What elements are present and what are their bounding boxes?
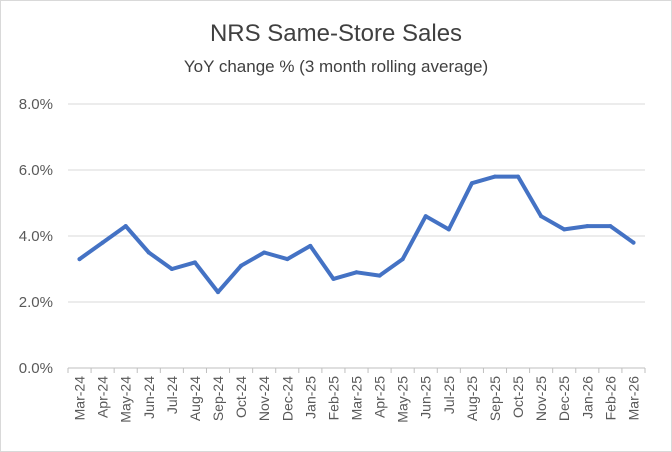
data-point <box>608 224 613 229</box>
y-tick-label: 0.0% <box>19 360 53 377</box>
x-tick-label: Mar-26 <box>625 376 641 421</box>
x-tick-label: Mar-25 <box>349 376 365 421</box>
y-tick-label: 8.0% <box>19 96 53 113</box>
y-tick-label: 6.0% <box>19 162 53 179</box>
data-point <box>169 267 174 271</box>
data-point <box>308 243 313 248</box>
x-tick-label: May-24 <box>118 376 134 423</box>
x-tick-label: Aug-25 <box>464 376 480 421</box>
x-tick-label: May-25 <box>395 376 411 423</box>
y-tick-label: 2.0% <box>19 294 53 311</box>
x-tick-label: Nov-25 <box>533 376 549 421</box>
data-point <box>239 263 244 268</box>
data-point <box>492 174 497 179</box>
x-tick-label: Feb-25 <box>325 376 341 421</box>
data-point <box>262 250 267 255</box>
data-point <box>192 260 197 265</box>
data-point <box>377 273 382 278</box>
data-point <box>354 270 359 275</box>
x-tick-label: Jul-24 <box>164 376 180 414</box>
x-tick-label: Apr-24 <box>95 376 111 418</box>
data-point <box>331 276 336 281</box>
data-point <box>469 181 474 186</box>
data-point <box>423 214 428 219</box>
x-tick-label: Sep-24 <box>210 376 226 421</box>
chart-subtitle: YoY change % (3 month rolling average) <box>183 57 489 76</box>
data-point <box>123 224 128 229</box>
data-point <box>216 290 221 295</box>
x-tick-label: Jul-25 <box>441 376 457 414</box>
x-tick-label: Oct-24 <box>233 376 249 418</box>
gridlines <box>67 103 646 373</box>
data-point <box>446 227 451 232</box>
x-tick-label: Jan-26 <box>579 376 595 419</box>
x-tick-label: Sep-25 <box>487 376 503 421</box>
y-tick-label: 4.0% <box>19 228 53 245</box>
data-point <box>400 257 405 262</box>
x-tick-label: Mar-24 <box>72 376 88 421</box>
y-axis-ticks: 0.0% 2.0% 4.0% 6.0% 8.0% <box>19 96 53 377</box>
x-tick-label: Aug-24 <box>187 376 203 421</box>
series-layer <box>77 174 636 295</box>
x-tick-label: Jun-25 <box>418 376 434 419</box>
series-line <box>77 174 636 295</box>
x-tick-label: Jan-25 <box>302 376 318 419</box>
data-point <box>285 257 290 262</box>
x-tick-label: Dec-25 <box>556 376 572 421</box>
data-point <box>100 240 105 245</box>
x-tick-label: Nov-24 <box>256 376 272 421</box>
data-point <box>631 240 636 245</box>
chart-title: NRS Same-Store Sales <box>209 20 463 47</box>
x-axis-ticks: Mar-24 Apr-24 May-24 Jun-24 Jul-24 Aug-24 Sep-… <box>72 376 642 423</box>
data-point <box>77 257 82 262</box>
data-point <box>146 250 151 255</box>
x-tick-label: Jun-24 <box>141 376 157 419</box>
x-tick-label: Feb-26 <box>602 376 618 421</box>
data-point <box>585 224 590 229</box>
data-point <box>539 214 544 219</box>
x-tick-label: Dec-24 <box>279 376 295 421</box>
x-tick-label: Apr-25 <box>372 376 388 418</box>
data-point <box>516 174 521 179</box>
x-tick-label: Oct-25 <box>510 376 526 418</box>
data-point <box>562 227 567 232</box>
